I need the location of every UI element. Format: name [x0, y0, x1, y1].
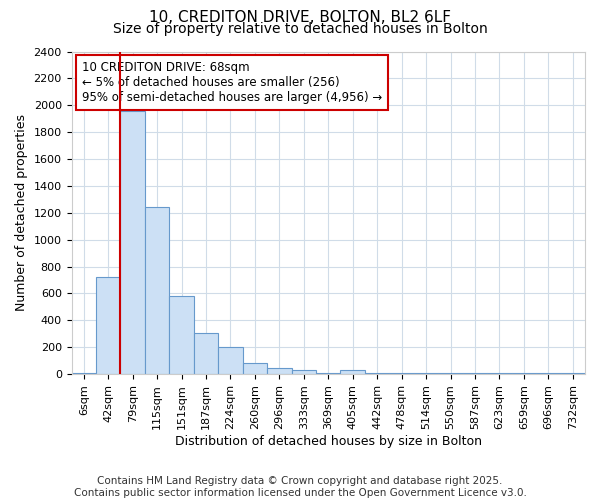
Bar	[194, 333, 218, 374]
Bar	[71, 373, 96, 374]
Y-axis label: Number of detached properties: Number of detached properties	[15, 114, 28, 312]
Bar	[96, 278, 121, 374]
Text: Contains HM Land Registry data © Crown copyright and database right 2025.
Contai: Contains HM Land Registry data © Crown c…	[74, 476, 526, 498]
Bar	[145, 208, 169, 374]
Bar	[463, 373, 487, 374]
Text: 10, CREDITON DRIVE, BOLTON, BL2 6LF: 10, CREDITON DRIVE, BOLTON, BL2 6LF	[149, 10, 451, 25]
Text: 10 CREDITON DRIVE: 68sqm
← 5% of detached houses are smaller (256)
95% of semi-d: 10 CREDITON DRIVE: 68sqm ← 5% of detache…	[82, 61, 382, 104]
Bar	[169, 296, 194, 374]
Bar	[218, 346, 242, 374]
Text: Size of property relative to detached houses in Bolton: Size of property relative to detached ho…	[113, 22, 487, 36]
Bar	[121, 110, 145, 374]
X-axis label: Distribution of detached houses by size in Bolton: Distribution of detached houses by size …	[175, 434, 482, 448]
Bar	[292, 370, 316, 374]
Bar	[242, 364, 267, 374]
Bar	[340, 370, 365, 374]
Bar	[267, 368, 292, 374]
